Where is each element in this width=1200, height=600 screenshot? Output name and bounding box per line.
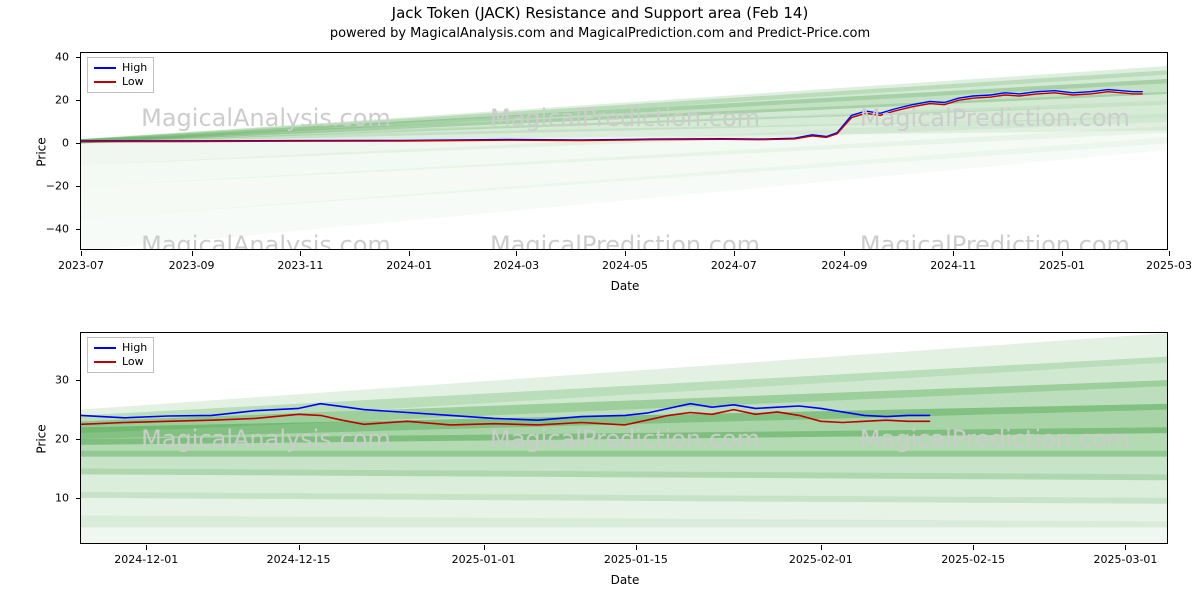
legend-item: Low [94, 75, 147, 89]
xtick-mark [299, 545, 300, 550]
xtick-label: 2024-03 [493, 259, 539, 272]
xtick-label: 2024-11 [930, 259, 976, 272]
xtick-mark [636, 545, 637, 550]
ytick-label: −20 [29, 180, 69, 193]
ylabel: Price [35, 137, 49, 166]
xtick-label: 2025-01-15 [604, 553, 668, 566]
legend-swatch [94, 67, 116, 69]
xlabel: Date [611, 573, 640, 587]
xtick-label: 2024-05 [602, 259, 648, 272]
xtick-mark [146, 545, 147, 550]
suptitle: Jack Token (JACK) Resistance and Support… [0, 4, 1200, 22]
legend-item: High [94, 341, 147, 355]
ytick-mark [76, 229, 81, 230]
xtick-mark [734, 251, 735, 256]
xtick-mark [300, 251, 301, 256]
ylabel: Price [35, 424, 49, 453]
chart-panel-top: MagicalAnalysis.comMagicalPrediction.com… [80, 52, 1168, 250]
xtick-mark [484, 545, 485, 550]
ytick-mark [76, 439, 81, 440]
xtick-label: 2024-09 [821, 259, 867, 272]
xtick-mark [192, 251, 193, 256]
xtick-mark [625, 251, 626, 256]
xtick-mark [516, 251, 517, 256]
xtick-label: 2023-09 [169, 259, 215, 272]
legend: HighLow [87, 57, 154, 93]
legend: HighLow [87, 337, 154, 373]
figure: Jack Token (JACK) Resistance and Support… [0, 0, 1200, 600]
chart-panel-bottom: MagicalAnalysis.comMagicalPrediction.com… [80, 332, 1168, 544]
legend-label: High [122, 341, 147, 355]
legend-label: Low [122, 75, 144, 89]
xtick-label: 2024-12-01 [114, 553, 178, 566]
legend-swatch [94, 347, 116, 349]
xtick-label: 2024-01 [386, 259, 432, 272]
xtick-label: 2024-07 [711, 259, 757, 272]
ytick-label: 40 [29, 51, 69, 64]
ytick-mark [76, 100, 81, 101]
xtick-mark [953, 251, 954, 256]
legend-label: Low [122, 355, 144, 369]
ytick-label: 10 [29, 491, 69, 504]
xtick-label: 2025-03-01 [1094, 553, 1158, 566]
plot-area: MagicalAnalysis.comMagicalPrediction.com… [81, 53, 1167, 249]
xtick-mark [1125, 545, 1126, 550]
ytick-mark [76, 57, 81, 58]
xtick-mark [409, 251, 410, 256]
xtick-mark [821, 545, 822, 550]
xtick-label: 2025-01-01 [452, 553, 516, 566]
ytick-mark [76, 143, 81, 144]
ytick-mark [76, 186, 81, 187]
ytick-mark [76, 380, 81, 381]
ytick-label: 30 [29, 374, 69, 387]
legend-swatch [94, 361, 116, 363]
xtick-mark [973, 545, 974, 550]
xtick-mark [81, 251, 82, 256]
xtick-mark [1062, 251, 1063, 256]
ytick-mark [76, 498, 81, 499]
xtick-label: 2025-02-15 [941, 553, 1005, 566]
xtick-mark [1169, 251, 1170, 256]
legend-label: High [122, 61, 147, 75]
xlabel: Date [611, 279, 640, 293]
ytick-label: 20 [29, 94, 69, 107]
ytick-label: −40 [29, 223, 69, 236]
xtick-mark [844, 251, 845, 256]
legend-swatch [94, 81, 116, 83]
xtick-label: 2025-01 [1039, 259, 1085, 272]
subtitle: powered by MagicalAnalysis.com and Magic… [0, 26, 1200, 41]
legend-item: Low [94, 355, 147, 369]
xtick-label: 2023-07 [58, 259, 104, 272]
legend-item: High [94, 61, 147, 75]
xtick-label: 2025-02-01 [789, 553, 853, 566]
xtick-label: 2023-11 [277, 259, 323, 272]
xtick-label: 2024-12-15 [267, 553, 331, 566]
xtick-label: 2025-03 [1146, 259, 1192, 272]
plot-area: MagicalAnalysis.comMagicalPrediction.com… [81, 333, 1167, 543]
